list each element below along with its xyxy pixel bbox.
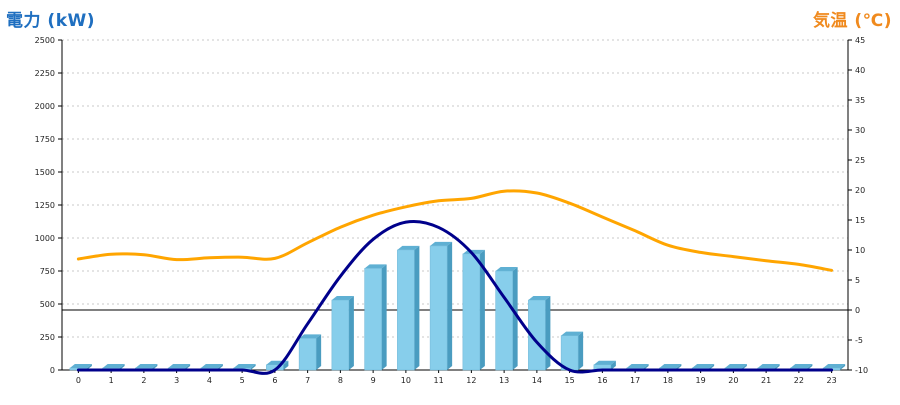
bar-top [561,331,584,336]
bar-side [578,331,584,370]
bar-top [528,296,551,301]
bar-top [659,364,682,369]
x-tick-label: 21 [761,376,771,385]
bar [397,249,415,371]
bar-top [692,364,715,369]
bar [331,299,350,371]
bar [560,335,579,371]
temperature-line [76,189,834,272]
bar-top [495,267,518,271]
right-axis-title: 気温 (℃) [812,11,892,31]
left-tick-label: 0 [50,366,55,375]
bar-side [348,296,354,370]
bar-top [757,364,780,369]
x-tick-label: 9 [371,376,376,385]
bar-top [331,296,354,301]
bar [528,299,546,371]
bar-side [414,245,420,370]
right-tick-label: 0 [855,306,860,315]
bar-top [200,364,223,369]
bar-side [250,364,256,370]
bar-top [299,334,322,339]
x-tick-label: 18 [663,376,673,385]
bar-top [233,364,256,369]
bar-top [69,364,92,369]
bar-top [168,364,191,369]
x-tick-label: 12 [466,376,476,385]
bar-side [545,296,551,370]
bar-top [626,364,649,369]
x-tick-label: 14 [532,376,542,385]
bar-top [430,241,453,246]
right-tick-label: 40 [855,66,865,75]
bar-side [447,241,453,370]
x-tick-label: 0 [76,376,81,385]
bar-side [840,364,846,370]
right-tick-label: 10 [855,246,865,255]
bar-top [724,364,747,369]
left-axis-title: 電力 (kW) [6,11,96,31]
left-tick-label: 2250 [35,69,55,78]
left-tick-label: 1000 [35,234,55,243]
x-tick-label: 6 [272,376,277,385]
bar [462,253,481,371]
bar-top [823,364,846,369]
bar-top [102,364,125,369]
left-tick-label: 750 [40,267,55,276]
left-tick-label: 1750 [35,135,55,144]
x-tick-label: 15 [565,376,575,385]
right-tick-label: 45 [855,36,865,45]
x-tick-label: 11 [434,376,444,385]
x-tick-label: 16 [597,376,607,385]
right-tick-label: 5 [855,276,860,285]
x-tick-label: 8 [338,376,343,385]
left-tick-label: 2500 [35,36,55,45]
bar-side [283,360,289,370]
left-tick-label: 1500 [35,168,55,177]
right-tick-label: 30 [855,126,865,135]
x-tick-label: 17 [630,376,640,385]
x-tick-label: 22 [794,376,804,385]
power-line [76,219,834,375]
right-tick-label: -10 [855,366,868,375]
bar [364,268,382,371]
x-tick-label: 1 [109,376,114,385]
bar-top [593,360,616,365]
bar [429,245,448,371]
x-tick-label: 19 [696,376,706,385]
left-tick-label: 1250 [35,201,55,210]
x-tick-label: 13 [499,376,509,385]
left-tick-label: 500 [40,300,55,309]
left-tick-label: 2000 [35,102,55,111]
bar [298,338,317,371]
bar-side [610,360,616,370]
right-tick-label: 25 [855,156,865,165]
x-tick-label: 4 [207,376,212,385]
bar-top [135,364,158,369]
bar [495,270,513,371]
bar-side [479,249,485,370]
x-tick-label: 23 [827,376,837,385]
x-tick-label: 2 [141,376,146,385]
bar-top [790,364,813,369]
right-tick-label: 35 [855,96,865,105]
left-tick-label: 250 [40,333,55,342]
bar-side [381,264,387,370]
bar-side [512,267,518,370]
right-tick-label: -5 [855,336,863,345]
x-tick-label: 10 [401,376,411,385]
bar-top [364,264,387,269]
bar-top [397,245,420,250]
right-tick-label: 20 [855,186,865,195]
x-tick-label: 20 [728,376,738,385]
x-tick-label: 3 [174,376,179,385]
x-tick-label: 5 [240,376,245,385]
bar-side [316,334,322,370]
right-tick-label: 15 [855,216,865,225]
x-tick-label: 7 [305,376,310,385]
